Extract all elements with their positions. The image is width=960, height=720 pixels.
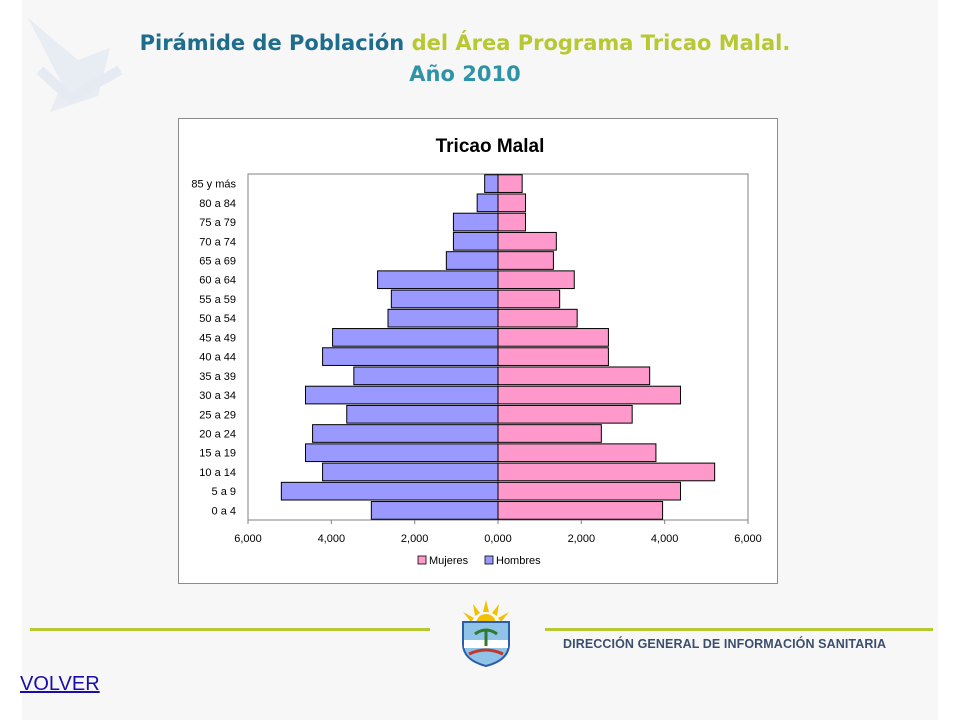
y-tick-label: 30 a 34 <box>199 390 236 402</box>
y-tick-label: 65 a 69 <box>199 256 236 268</box>
bar-hombres <box>390 289 499 309</box>
bar-mujeres <box>497 231 557 251</box>
bar-hombres <box>322 462 499 482</box>
bar-hombres <box>305 443 499 463</box>
bar-mujeres <box>497 251 554 270</box>
y-tick-label: 35 a 39 <box>199 371 236 383</box>
population-pyramid-chart: Tricao Malal 0 a 4 5 a 9 10 a 14 15 a 19 20 a… <box>191 136 762 567</box>
legend-label-hombres: Hombres <box>496 555 541 567</box>
y-tick-label: 20 a 24 <box>199 429 236 441</box>
bar-hombres <box>346 404 499 424</box>
footer-divider-left <box>30 628 430 631</box>
page-title: Pirámide de Población del Área Programa … <box>0 28 930 90</box>
bar-mujeres <box>497 212 526 232</box>
bar-hombres <box>370 501 499 520</box>
y-tick-label: 50 a 54 <box>199 313 236 325</box>
y-tick-label: 5 a 9 <box>212 486 236 498</box>
bar-hombres <box>305 385 499 405</box>
x-tick-label: 2,000 <box>568 533 596 545</box>
bar-mujeres <box>497 385 681 405</box>
bar-mujeres <box>497 366 651 386</box>
bar-hombres <box>312 424 499 443</box>
y-tick-label: 55 a 59 <box>199 294 236 306</box>
y-tick-label: 15 a 19 <box>199 448 236 460</box>
chart-title: Tricao Malal <box>436 136 545 157</box>
x-tick-label: 6,000 <box>234 533 262 545</box>
bar-hombres <box>332 328 499 347</box>
y-tick-label: 40 a 44 <box>199 352 236 364</box>
x-tick-label: 4,000 <box>651 533 679 545</box>
x-tick-label: 6,000 <box>734 533 762 545</box>
arrow-watermark-icon <box>28 18 123 112</box>
x-tick-label: 4,000 <box>318 533 346 545</box>
bar-hombres <box>476 193 499 213</box>
y-tick-label: 80 a 84 <box>199 198 236 210</box>
y-tick-label: 60 a 64 <box>199 275 236 287</box>
footer-divider-right <box>545 628 933 631</box>
y-tick-label: 70 a 74 <box>199 236 236 248</box>
bar-hombres <box>387 308 499 328</box>
bar-hombres <box>445 251 499 270</box>
bar-hombres <box>377 270 499 290</box>
bar-mujeres <box>497 424 602 443</box>
bar-mujeres <box>497 289 561 309</box>
bar-hombres <box>353 366 499 386</box>
bar-mujeres <box>497 462 716 482</box>
y-tick-label: 85 y más <box>191 179 236 191</box>
legend-swatch-hombres <box>484 555 494 565</box>
back-link[interactable]: VOLVER <box>20 673 100 695</box>
title-part2: del Área Programa Tricao Malal. <box>411 31 791 55</box>
bar-mujeres <box>497 443 657 463</box>
legend-swatch-mujeres <box>417 555 427 565</box>
bar-mujeres <box>497 193 526 213</box>
bar-hombres <box>322 347 499 366</box>
bar-hombres <box>452 212 499 232</box>
bar-mujeres <box>497 270 575 290</box>
bar-mujeres <box>497 328 609 347</box>
org-name: DIRECCIÓN GENERAL DE INFORMACIÓN SANITAR… <box>563 637 887 651</box>
bar-hombres <box>484 174 499 193</box>
y-tick-label: 10 a 14 <box>199 467 236 479</box>
title-part1: Pirámide de Población <box>139 31 405 55</box>
bar-mujeres <box>497 501 664 520</box>
x-tick-label: 0,000 <box>484 533 512 545</box>
x-tick-label: 2,000 <box>401 533 429 545</box>
y-tick-label: 0 a 4 <box>212 505 236 517</box>
province-crest-icon <box>462 600 510 668</box>
bar-mujeres <box>497 174 523 193</box>
title-line2: Año 2010 <box>409 62 521 86</box>
y-tick-label: 25 a 29 <box>199 409 236 421</box>
y-tick-label: 45 a 49 <box>199 332 236 344</box>
bar-mujeres <box>497 481 681 501</box>
bar-mujeres <box>497 404 633 424</box>
legend-label-mujeres: Mujeres <box>429 555 469 567</box>
bar-hombres <box>280 481 499 501</box>
bar-mujeres <box>497 308 578 328</box>
bar-mujeres <box>497 347 609 366</box>
bar-hombres <box>452 231 499 251</box>
y-tick-label: 75 a 79 <box>199 217 236 229</box>
